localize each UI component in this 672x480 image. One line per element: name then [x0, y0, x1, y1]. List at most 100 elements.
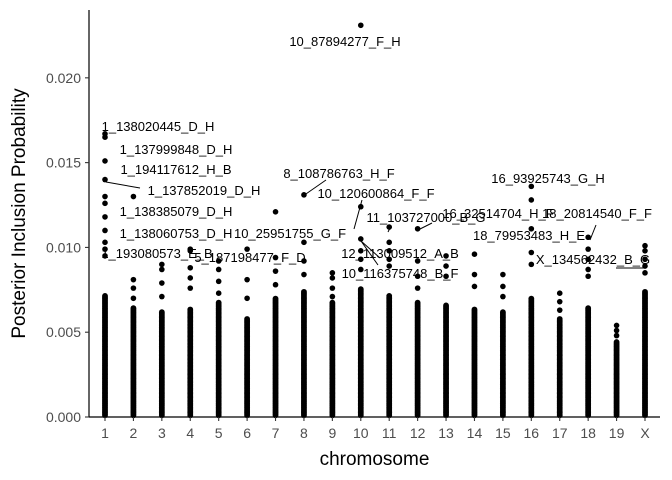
- data-point: [585, 256, 591, 263]
- data-point: [102, 239, 108, 246]
- x-tick-label: 9: [328, 425, 336, 441]
- x-tick-label: 16: [524, 425, 540, 441]
- data-point: [357, 248, 364, 254]
- data-point: [272, 295, 279, 302]
- data-point: [585, 305, 592, 312]
- annotation-leader-line: [360, 240, 381, 259]
- data-point: [386, 293, 393, 299]
- data-point: [585, 266, 591, 273]
- annotation-label: 16_93925743_G_H: [491, 171, 605, 186]
- data-point: [471, 251, 478, 257]
- y-axis-title: Posterior Inclusion Probability: [9, 88, 30, 339]
- x-tick-label: X: [640, 425, 650, 441]
- data-point: [528, 225, 535, 232]
- data-point: [414, 225, 421, 232]
- annotation-label: 10_116375748_B_F: [342, 266, 459, 281]
- annotation-leader-line: [353, 199, 363, 230]
- x-tick-label: 5: [215, 425, 223, 441]
- data-point: [528, 183, 535, 190]
- data-point: [443, 253, 449, 259]
- data-point: [500, 271, 506, 278]
- data-point: [642, 270, 648, 276]
- data-point: [500, 283, 506, 290]
- data-point: [556, 290, 563, 297]
- x-tick-label: 3: [158, 425, 166, 441]
- data-point: [159, 266, 165, 273]
- data-point: [613, 322, 620, 329]
- data-point: [386, 239, 393, 246]
- x-tick-label: 10: [353, 425, 369, 441]
- data-point: [329, 293, 336, 300]
- annotation-leader-line: [302, 179, 327, 197]
- annotation-leader-line: [417, 222, 433, 231]
- data-point: [613, 327, 620, 334]
- data-point: [244, 295, 250, 302]
- annotation-leader-line: [589, 224, 597, 241]
- data-point: [556, 298, 563, 305]
- data-point: [329, 275, 336, 281]
- annotation-label: 1_138385079_D_H: [120, 204, 233, 219]
- y-tick-label: 0.020: [46, 70, 81, 86]
- data-point: [414, 258, 421, 264]
- data-point: [187, 264, 194, 271]
- data-point: [301, 271, 307, 278]
- y-tick-label: 0.005: [46, 324, 81, 340]
- annotation-label: 1_194117612_H_B: [120, 162, 231, 177]
- y-tick-label: 0.010: [46, 239, 81, 255]
- annotation-label: 1_137852019_D_H: [148, 183, 261, 198]
- data-point: [187, 246, 194, 252]
- annotation-label: 1_138020445_D_H: [102, 119, 215, 134]
- data-point: [272, 268, 279, 274]
- annotation-label: 5_187198477_F_D: [194, 250, 305, 265]
- data-point: [272, 254, 279, 261]
- data-point: [187, 285, 194, 291]
- annotation-leader-line: [360, 240, 379, 266]
- x-tick-label: 7: [272, 425, 280, 441]
- annotation-label: 10_87894277_F_H: [289, 34, 400, 49]
- x-tick-label: 13: [438, 425, 454, 441]
- data-point: [102, 293, 108, 299]
- data-point: [159, 293, 165, 300]
- data-point: [102, 214, 108, 220]
- annotation-label: 18_20814540_F_F: [542, 206, 652, 221]
- data-point: [386, 224, 393, 230]
- data-point: [130, 285, 137, 291]
- data-point: [386, 248, 393, 254]
- data-point: [301, 258, 307, 264]
- data-point: [130, 295, 137, 302]
- data-point: [386, 256, 393, 263]
- data-point: [585, 234, 591, 241]
- data-point: [102, 130, 108, 137]
- data-point: [642, 263, 648, 269]
- x-tick-label: 2: [130, 425, 138, 441]
- data-point: [528, 197, 535, 203]
- data-point: [642, 248, 648, 254]
- data-point: [357, 236, 364, 242]
- annotation-label: X_134562432_B_G: [536, 252, 650, 267]
- annotation-label: 1_138060753_D_H: [120, 226, 233, 241]
- annotation-leader-line: [105, 181, 141, 189]
- data-point: [414, 299, 421, 306]
- annotation-leader-lines: [105, 179, 645, 269]
- data-point: [301, 288, 307, 295]
- data-point: [102, 246, 108, 252]
- data-point: [556, 307, 563, 313]
- data-point: [357, 22, 364, 29]
- data-point: [414, 285, 421, 291]
- data-point: [329, 299, 336, 306]
- data-point: [585, 273, 591, 280]
- data-point: [528, 249, 535, 256]
- data-point: [215, 266, 222, 273]
- x-axis-title: chromosome: [320, 449, 430, 470]
- data-point: [357, 286, 364, 293]
- data-point: [556, 316, 563, 322]
- data-point: [215, 299, 222, 306]
- data-point: [102, 176, 108, 183]
- data-point: [215, 258, 222, 264]
- data-point: [130, 193, 137, 200]
- annotation-label: 11_103727000_B_G: [366, 210, 485, 225]
- annotation-label: 8_108786763_H_F: [283, 166, 394, 181]
- data-point: [329, 270, 336, 276]
- data-point: [187, 306, 194, 313]
